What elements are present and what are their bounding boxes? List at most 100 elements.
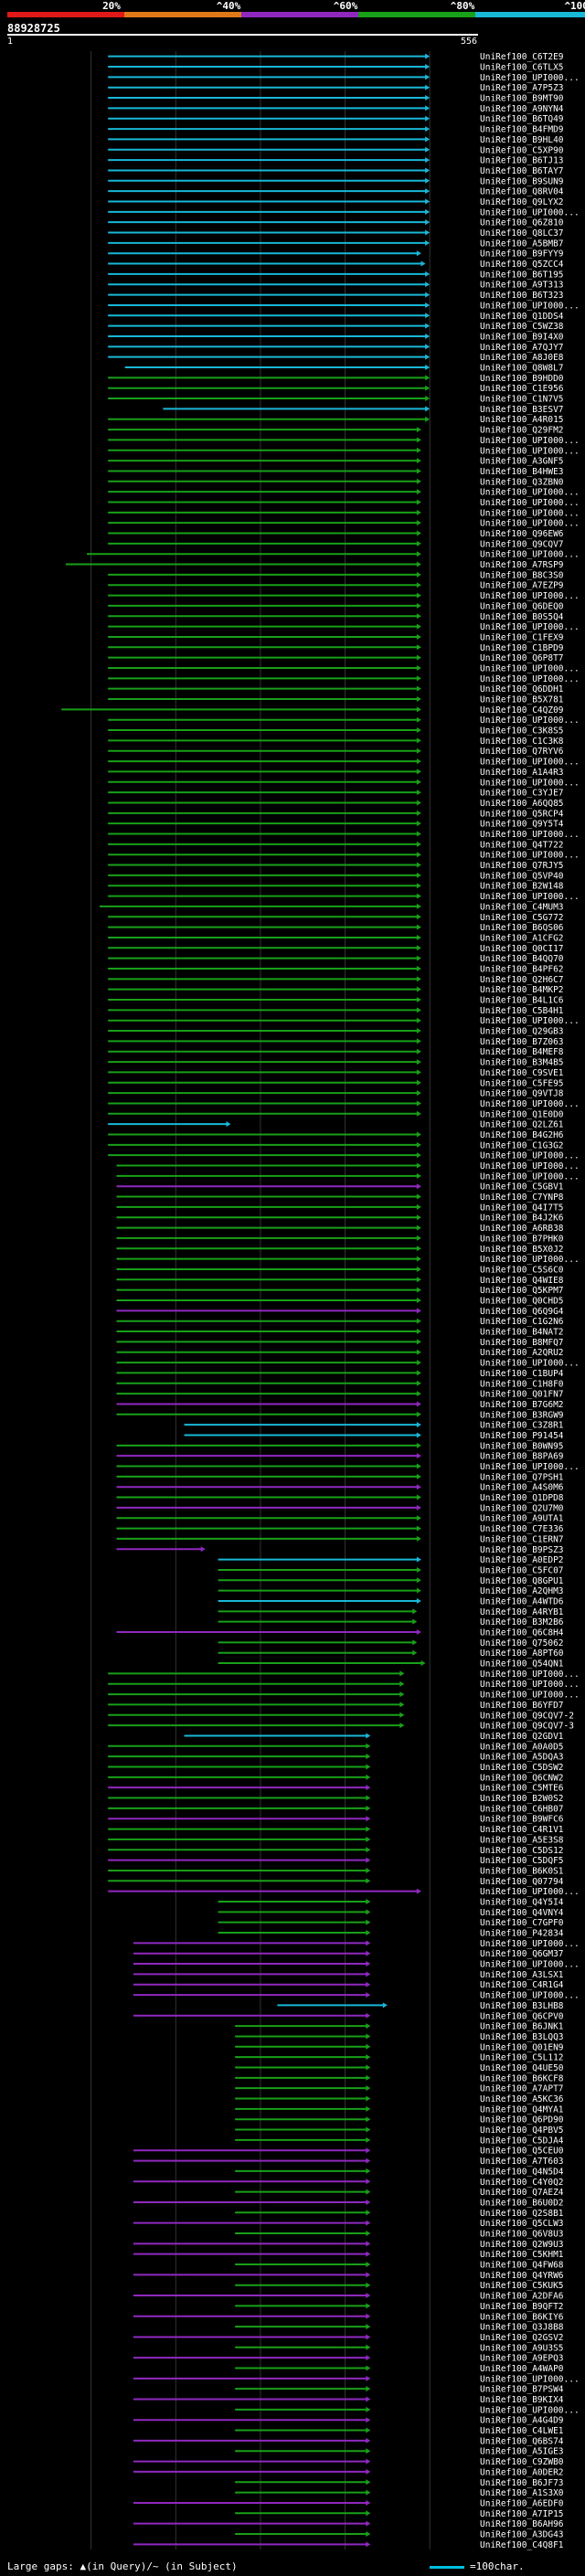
hit-label[interactable]: UniRef100_A7T603 xyxy=(480,2157,564,2167)
hit-label[interactable]: UniRef100_B5X781 xyxy=(480,695,564,705)
hit-label[interactable]: UniRef100_A0DER2 xyxy=(480,2467,564,2477)
hit-label[interactable]: UniRef100_Q6PD90 xyxy=(480,2115,564,2125)
hit-label[interactable]: UniRef100_B7PSW4 xyxy=(480,2385,564,2395)
hit-label[interactable]: UniRef100_A5DQA3 xyxy=(480,1753,564,1763)
hit-label[interactable]: UniRef100_A4S0M6 xyxy=(480,1483,564,1493)
hit-label[interactable]: UniRef100_UPI000... xyxy=(480,1161,580,1171)
hit-label[interactable]: UniRef100_B4FMD9 xyxy=(480,125,564,135)
hit-label[interactable]: UniRef100_Q07794 xyxy=(480,1877,564,1887)
hit-label[interactable]: UniRef100_Q9Y5T4 xyxy=(480,820,564,830)
hit-label[interactable]: UniRef100_Q54QN1 xyxy=(480,1659,564,1670)
hit-label[interactable]: UniRef100_UPI000... xyxy=(480,663,580,673)
hit-label[interactable]: UniRef100_B9KIX4 xyxy=(480,2395,564,2405)
hit-label[interactable]: UniRef100_Q8GPU1 xyxy=(480,1576,564,1586)
hit-label[interactable]: UniRef100_A7EZP9 xyxy=(480,581,564,591)
hit-label[interactable]: UniRef100_Q5VP40 xyxy=(480,871,564,881)
hit-label[interactable]: UniRef100_C5DS12 xyxy=(480,1846,564,1856)
hit-label[interactable]: UniRef100_UPI000... xyxy=(480,1691,580,1701)
hit-label[interactable]: UniRef100_B5X0J2 xyxy=(480,1245,564,1255)
hit-label[interactable]: UniRef100_UPI000... xyxy=(480,2405,580,2415)
hit-label[interactable]: UniRef100_UPI000... xyxy=(480,1151,580,1161)
hit-label[interactable]: UniRef100_C4LWE1 xyxy=(480,2426,564,2436)
hit-label[interactable]: UniRef100_C5DQF5 xyxy=(480,1856,564,1866)
hit-label[interactable]: UniRef100_C4QZ09 xyxy=(480,705,564,716)
hit-label[interactable]: UniRef100_Q01EN9 xyxy=(480,2042,564,2052)
hit-label[interactable]: UniRef100_UPI000... xyxy=(480,758,580,768)
hit-label[interactable]: UniRef100_B6T195 xyxy=(480,270,564,280)
hit-label[interactable]: UniRef100_B8MFQ7 xyxy=(480,1338,564,1348)
hit-label[interactable]: UniRef100_A7P5Z3 xyxy=(480,83,564,93)
hit-label[interactable]: UniRef100_C1BUP4 xyxy=(480,1369,564,1379)
hit-label[interactable]: UniRef100_A4RYB1 xyxy=(480,1607,564,1617)
hit-label[interactable]: UniRef100_Q2W9U3 xyxy=(480,2240,564,2250)
hit-label[interactable]: UniRef100_C6TLX5 xyxy=(480,63,564,73)
hit-label[interactable]: UniRef100_C1FEX9 xyxy=(480,632,564,642)
hit-label[interactable]: UniRef100_Q4FW68 xyxy=(480,2261,564,2271)
hit-label[interactable]: UniRef100_B6YFD7 xyxy=(480,1701,564,1711)
hit-label[interactable]: UniRef100_Q6CNW2 xyxy=(480,1773,564,1783)
hit-label[interactable]: UniRef100_UPI000... xyxy=(480,508,580,518)
hit-label[interactable]: UniRef100_UPI000... xyxy=(480,1462,580,1472)
hit-label[interactable]: UniRef100_Q2S8B1 xyxy=(480,2209,564,2219)
hit-label[interactable]: UniRef100_C5XP90 xyxy=(480,145,564,155)
hit-label[interactable]: UniRef100_Q6CPV0 xyxy=(480,2011,564,2021)
hit-label[interactable]: UniRef100_B4HWE3 xyxy=(480,467,564,477)
hit-label[interactable]: UniRef100_Q6GM37 xyxy=(480,1949,564,1959)
hit-label[interactable]: UniRef100_Q96EW6 xyxy=(480,529,564,539)
hit-label[interactable]: UniRef100_B7Z063 xyxy=(480,1037,564,1047)
hit-label[interactable]: UniRef100_B9QFT2 xyxy=(480,2302,564,2312)
hit-label[interactable]: UniRef100_B0S5Q4 xyxy=(480,612,564,622)
hit-label[interactable]: UniRef100_Q4N5D4 xyxy=(480,2167,564,2177)
hit-label[interactable]: UniRef100_UPI000... xyxy=(480,892,580,902)
hit-label[interactable]: UniRef100_Q7PSH1 xyxy=(480,1472,564,1482)
hit-label[interactable]: UniRef100_Q5RCP4 xyxy=(480,809,564,819)
hit-label[interactable]: UniRef100_B8C3S0 xyxy=(480,570,564,580)
hit-label[interactable]: UniRef100_B6JF73 xyxy=(480,2478,564,2488)
hit-label[interactable]: UniRef100_Q6Q9G4 xyxy=(480,1307,564,1317)
hit-label[interactable]: UniRef100_Q9CQV7-3 xyxy=(480,1722,574,1732)
hit-label[interactable]: UniRef100_B7PHK0 xyxy=(480,1234,564,1244)
hit-label[interactable]: UniRef100_A9UTA1 xyxy=(480,1514,564,1524)
hit-label[interactable]: UniRef100_A6EDF0 xyxy=(480,2498,564,2508)
hit-label[interactable]: UniRef100_Q4UE50 xyxy=(480,2063,564,2073)
hit-label[interactable]: UniRef100_A9U3S5 xyxy=(480,2343,564,2353)
hit-label[interactable]: UniRef100_B6TAY7 xyxy=(480,166,564,176)
hit-label[interactable]: UniRef100_Q4T722 xyxy=(480,840,564,850)
hit-label[interactable]: UniRef100_Q6C8H4 xyxy=(480,1628,564,1638)
hit-label[interactable]: UniRef100_C6T2E9 xyxy=(480,52,564,62)
hit-label[interactable]: UniRef100_B9MT90 xyxy=(480,94,564,104)
hit-label[interactable]: UniRef100_B9I4X0 xyxy=(480,332,564,342)
hit-label[interactable]: UniRef100_Q29FM2 xyxy=(480,426,564,436)
hit-label[interactable]: UniRef100_B7G6M2 xyxy=(480,1400,564,1410)
hit-label[interactable]: UniRef100_Q9CQV7 xyxy=(480,539,564,549)
hit-label[interactable]: UniRef100_C5WZ38 xyxy=(480,322,564,332)
hit-label[interactable]: UniRef100_Q7RYV6 xyxy=(480,747,564,757)
hit-label[interactable]: UniRef100_B4J2K6 xyxy=(480,1214,564,1224)
hit-label[interactable]: UniRef100_Q4MYA1 xyxy=(480,2104,564,2115)
hit-label[interactable]: UniRef100_B4QQ70 xyxy=(480,954,564,964)
hit-label[interactable]: UniRef100_UPI000... xyxy=(480,1099,580,1109)
hit-label[interactable]: UniRef100_B6JNK1 xyxy=(480,2022,564,2032)
hit-label[interactable]: UniRef100_C1ERN7 xyxy=(480,1534,564,1544)
hit-label[interactable]: UniRef100_C5MTE6 xyxy=(480,1784,564,1794)
hit-label[interactable]: UniRef100_Q2GSV2 xyxy=(480,2333,564,2343)
hit-label[interactable]: UniRef100_Q1E0D0 xyxy=(480,1109,564,1119)
hit-label[interactable]: UniRef100_UPI000... xyxy=(480,550,580,560)
hit-label[interactable]: UniRef100_C1E956 xyxy=(480,384,564,394)
hit-label[interactable]: UniRef100_B3ESV7 xyxy=(480,405,564,415)
hit-label[interactable]: UniRef100_P42834 xyxy=(480,1929,564,1939)
hit-label[interactable]: UniRef100_Q5ZCC4 xyxy=(480,260,564,270)
hit-label[interactable]: UniRef100_UPI000... xyxy=(480,674,580,684)
hit-label[interactable]: UniRef100_C5S6C0 xyxy=(480,1265,564,1275)
hit-label[interactable]: UniRef100_A4WTD6 xyxy=(480,1596,564,1606)
hit-label[interactable]: UniRef100_A1A4R3 xyxy=(480,768,564,778)
hit-label[interactable]: UniRef100_B9HL40 xyxy=(480,135,564,145)
hit-label[interactable]: UniRef100_Q4YRW6 xyxy=(480,2271,564,2281)
hit-label[interactable]: UniRef100_UPI000... xyxy=(480,488,580,498)
hit-label[interactable]: UniRef100_C7E336 xyxy=(480,1524,564,1534)
hit-label[interactable]: UniRef100_Q2U7M0 xyxy=(480,1503,564,1513)
hit-label[interactable]: UniRef100_C1G3G2 xyxy=(480,1140,564,1150)
hit-label[interactable]: UniRef100_A3GNF5 xyxy=(480,457,564,467)
hit-label[interactable]: UniRef100_C5L112 xyxy=(480,2053,564,2063)
hit-label[interactable]: UniRef100_B4PF62 xyxy=(480,964,564,974)
